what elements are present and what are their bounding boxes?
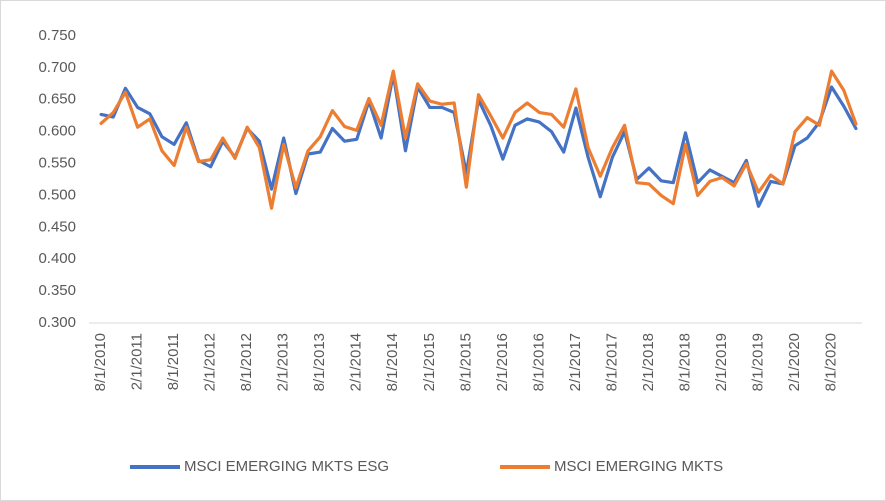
y-tick-label: 0.300 — [38, 314, 76, 331]
x-tick-label: 8/1/2019 — [749, 333, 766, 391]
x-tick-label: 8/1/2018 — [676, 333, 693, 391]
y-tick-label: 0.550 — [38, 155, 76, 172]
x-tick-label: 8/1/2020 — [823, 333, 840, 391]
x-tick-label: 2/1/2018 — [640, 333, 657, 391]
x-tick-label: 2/1/2011 — [129, 333, 146, 390]
y-tick-label: 0.450 — [38, 218, 76, 235]
y-tick-label: 0.750 — [38, 27, 76, 44]
y-tick-label: 0.500 — [38, 186, 76, 203]
x-tick-label: 8/1/2013 — [311, 333, 328, 391]
y-tick-label: 0.350 — [38, 282, 76, 299]
legend-label: MSCI EMERGING MKTS ESG — [184, 458, 389, 475]
x-tick-label: 2/1/2017 — [567, 333, 584, 391]
x-tick-label: 2/1/2019 — [713, 333, 730, 391]
x-tick-label: 8/1/2012 — [238, 333, 255, 391]
x-tick-label: 8/1/2015 — [457, 333, 474, 391]
x-tick-label: 2/1/2015 — [421, 333, 438, 391]
x-tick-label: 2/1/2014 — [348, 333, 365, 391]
x-tick-label: 8/1/2016 — [530, 333, 547, 391]
x-tick-label: 8/1/2011 — [165, 333, 182, 390]
x-tick-label: 8/1/2017 — [603, 333, 620, 391]
x-tick-label: 8/1/2014 — [384, 333, 401, 391]
y-tick-label: 0.700 — [38, 59, 76, 76]
y-tick-label: 0.600 — [38, 123, 76, 140]
line-series — [99, 69, 858, 210]
x-tick-label: 2/1/2016 — [494, 333, 511, 391]
y-tick-label: 0.650 — [38, 91, 76, 108]
x-tick-label: 2/1/2013 — [275, 333, 292, 391]
x-tick-label: 2/1/2020 — [786, 333, 803, 391]
x-tick-label: 8/1/2010 — [92, 333, 109, 391]
y-tick-label: 0.400 — [38, 250, 76, 267]
x-tick-label: 2/1/2012 — [202, 333, 219, 391]
legend-label: MSCI EMERGING MKTS — [554, 458, 723, 475]
